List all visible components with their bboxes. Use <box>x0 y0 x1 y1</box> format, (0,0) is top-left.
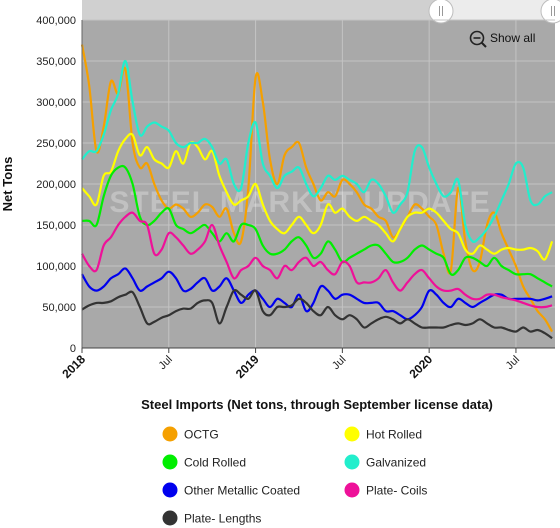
legend-label-plate-coils[interactable]: Plate- Coils <box>366 484 427 498</box>
zoom-out-icon-handle <box>480 41 487 48</box>
legend-label-galvanized[interactable]: Galvanized <box>366 456 426 470</box>
legend-swatch-other-metallic-coated <box>162 482 178 498</box>
x-axis: 2018 Jul 2019 Jul 2020 Jul <box>59 347 555 381</box>
legend-label-hot-rolled[interactable]: Hot Rolled <box>366 428 422 442</box>
y-tick-label: 100,000 <box>36 261 76 273</box>
x-tick-label: 2020 <box>406 352 435 381</box>
series-line-plate-coils <box>81 211 553 309</box>
legend-label-other-metallic-coated[interactable]: Other Metallic Coated <box>184 484 300 498</box>
legend: OCTG Hot Rolled Cold Rolled Galvanized Other… <box>162 426 427 526</box>
y-tick-label: 200,000 <box>36 179 76 191</box>
navigator-left-handle[interactable] <box>428 0 454 24</box>
y-tick-label: 0 <box>70 343 76 355</box>
y-tick-label: 350,000 <box>36 56 76 68</box>
series-line-galvanized <box>81 59 553 243</box>
y-tick-label: 250,000 <box>36 138 76 150</box>
series-line-cold-rolled <box>81 164 553 288</box>
legend-swatch-hot-rolled <box>344 426 360 442</box>
zoom-out-icon <box>469 30 485 46</box>
legend-swatch-octg <box>162 426 178 442</box>
series-line-hot-rolled <box>81 132 554 261</box>
y-tick-label: 150,000 <box>36 220 76 232</box>
show-all-button[interactable]: Show all <box>469 30 536 48</box>
navigator-selection[interactable] <box>441 0 553 20</box>
series-lines <box>80 44 554 340</box>
watermark-text: STEEL MARKET UPDATE <box>109 186 490 219</box>
y-tick-label: 300,000 <box>36 97 76 109</box>
y-tick-label: 400,000 <box>36 15 76 27</box>
x-tick-label: Jul <box>330 354 348 372</box>
show-all-label: Show all <box>490 31 535 45</box>
legend-swatch-plate-coils <box>344 482 360 498</box>
legend-swatch-cold-rolled <box>162 454 178 470</box>
legend-label-cold-rolled[interactable]: Cold Rolled <box>184 456 246 470</box>
legend-title: Steel Imports (Net tons, through Septemb… <box>141 397 493 412</box>
range-navigator <box>82 0 560 24</box>
y-axis-title: Net Tons <box>0 157 15 212</box>
navigator-right-handle[interactable] <box>540 0 560 24</box>
legend-label-octg[interactable]: OCTG <box>184 428 219 442</box>
legend-swatch-plate-lengths <box>162 510 178 526</box>
gridlines <box>81 19 555 348</box>
legend-swatch-galvanized <box>344 454 360 470</box>
series-line-plate-lengths <box>81 289 553 340</box>
x-tick-label: Jul <box>504 354 522 372</box>
x-tick-label: 2018 <box>59 352 88 381</box>
series-line-octg <box>80 44 554 333</box>
y-tick-label: 50,000 <box>42 302 76 314</box>
series-line-other-metallic-coated <box>81 267 553 321</box>
x-tick-label: Jul <box>156 354 174 372</box>
y-axis: 0 50,000 100,000 150,000 200,000 250,000 300,0… <box>36 15 83 355</box>
legend-label-plate-lengths[interactable]: Plate- Lengths <box>184 512 261 526</box>
x-tick-label: 2019 <box>233 352 262 381</box>
